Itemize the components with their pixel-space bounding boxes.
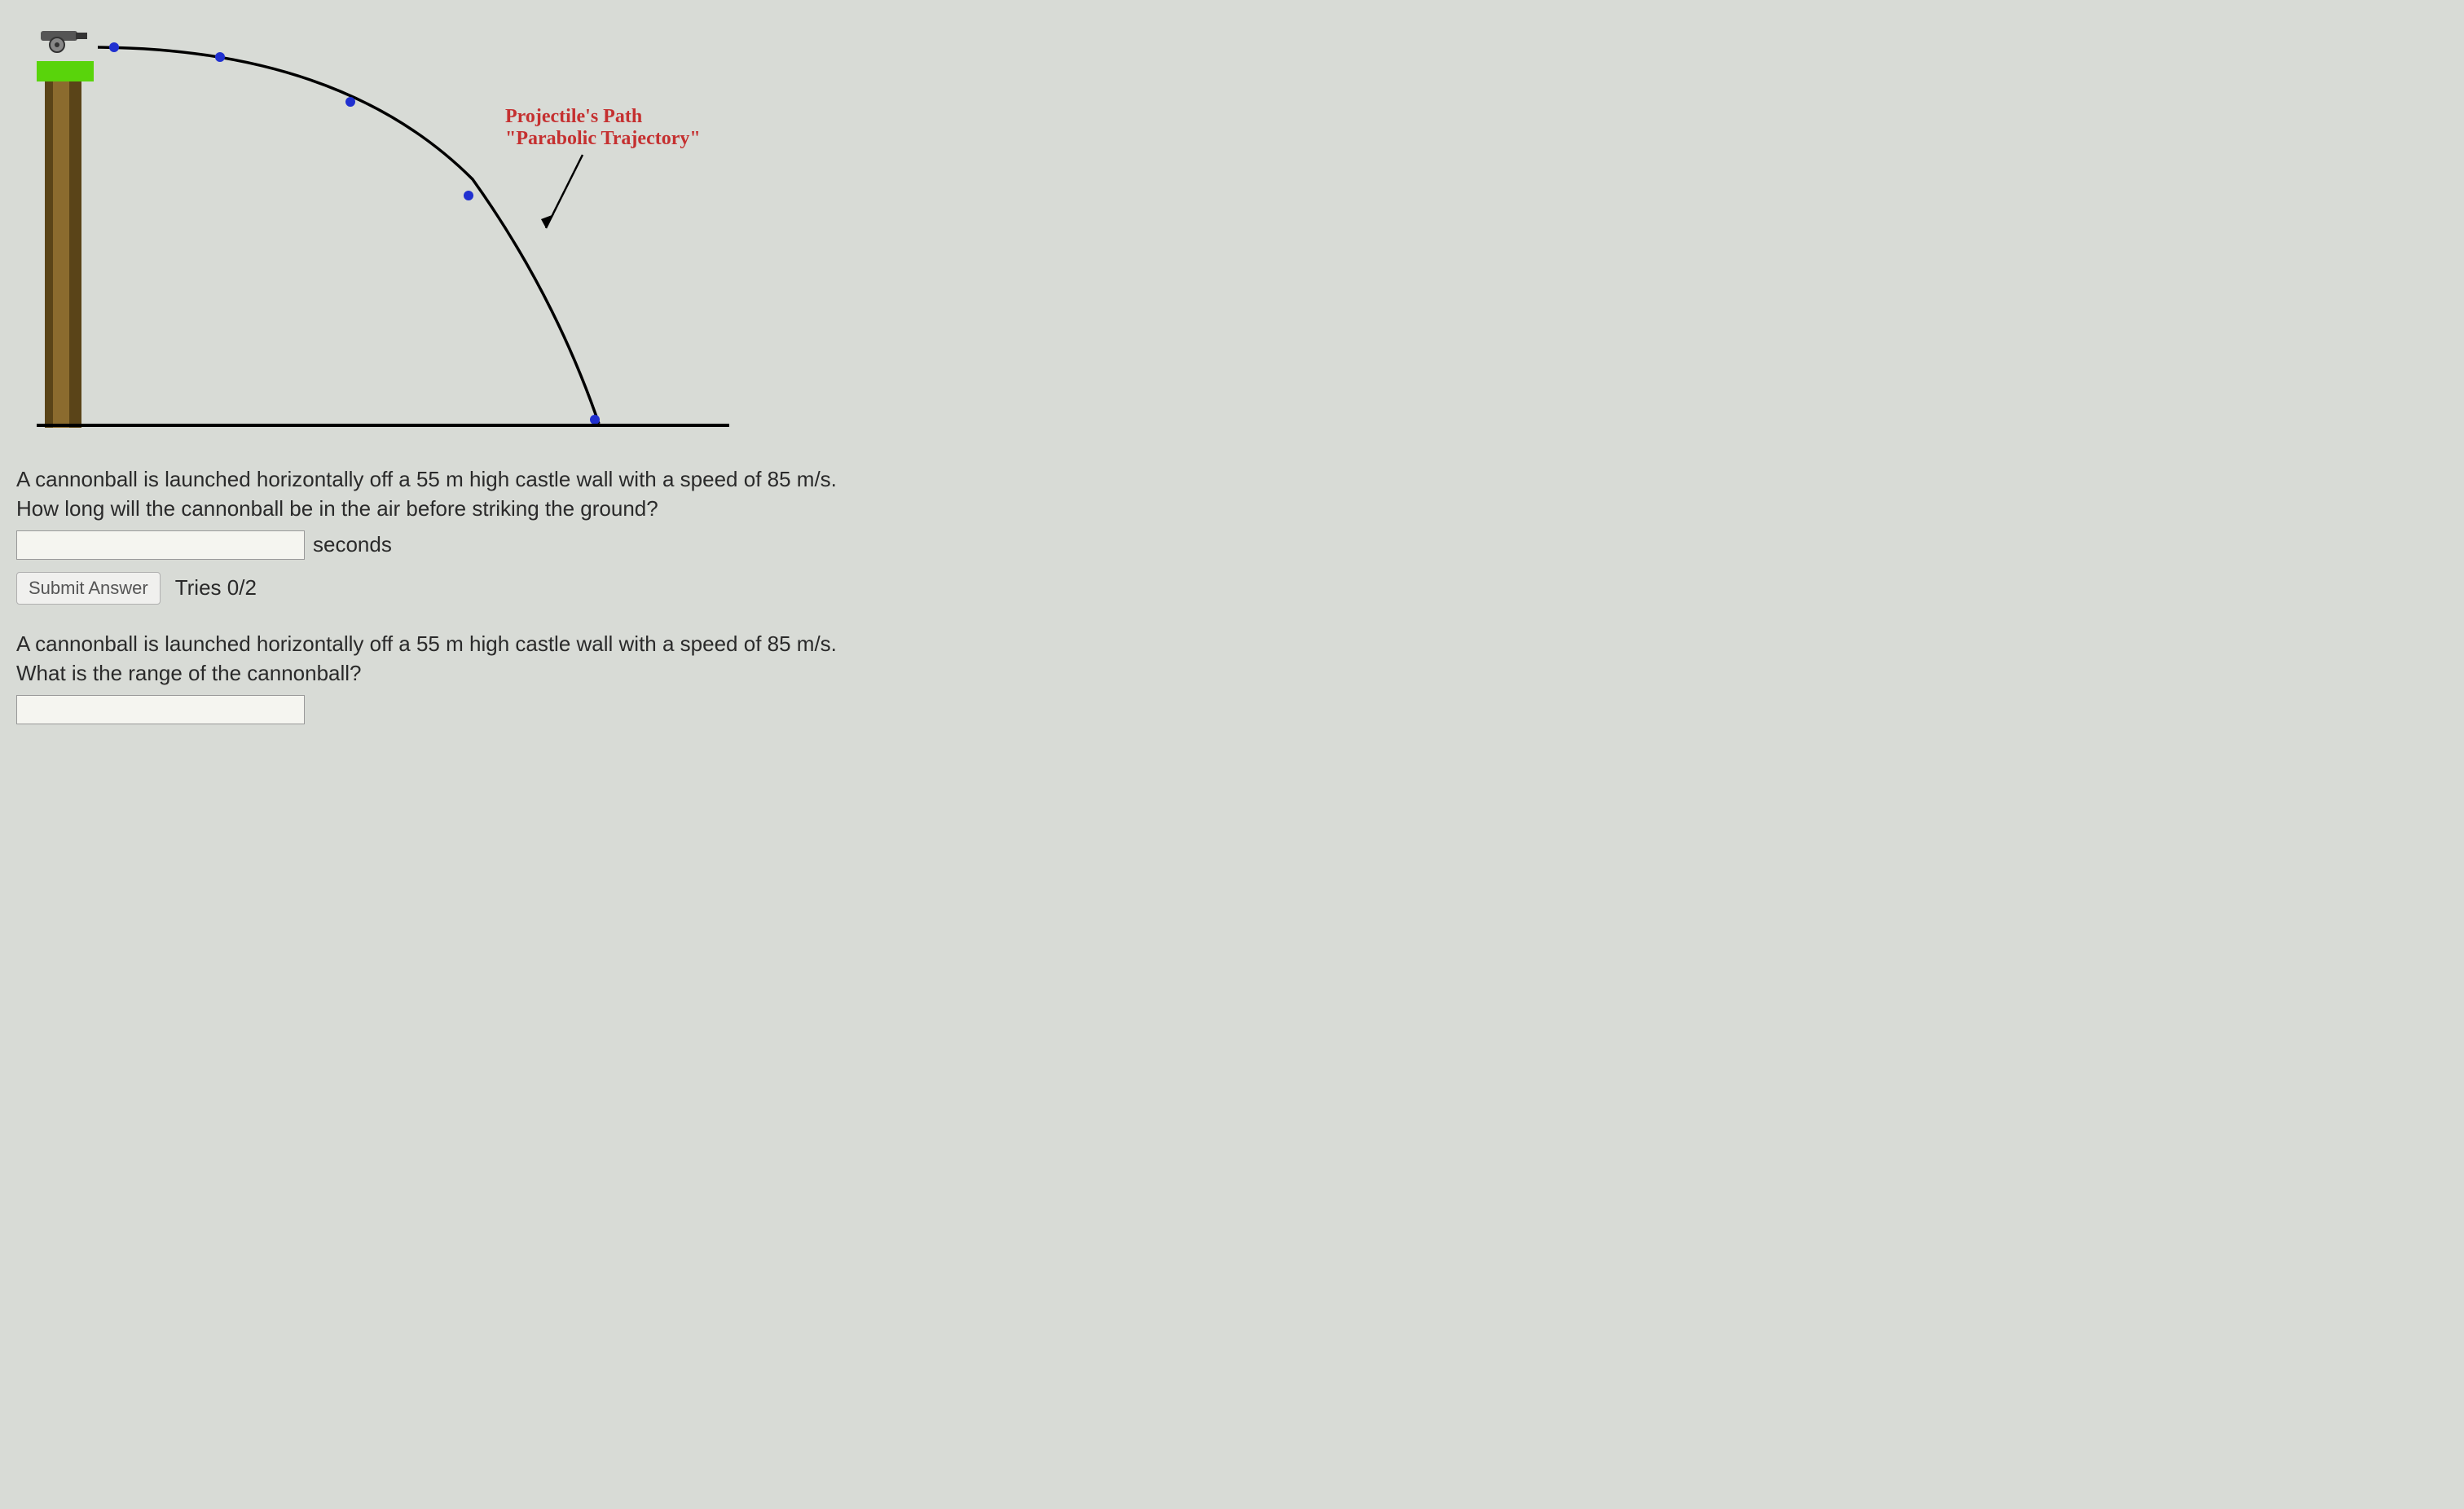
ground-line [37,424,729,427]
answer-row-1: seconds [16,530,2448,560]
range-input[interactable] [16,695,305,724]
q1-line1: A cannonball is launched horizontally of… [16,467,837,491]
projectile-diagram: Projectile's Path "Parabolic Trajectory" [16,16,799,448]
unit-seconds: seconds [313,532,392,557]
q2-line2: What is the range of the cannonball? [16,661,362,685]
question-1-text: A cannonball is launched horizontally of… [16,464,2448,524]
time-input[interactable] [16,530,305,560]
arrow-pointer-icon [538,151,603,249]
q2-line1: A cannonball is launched horizontally of… [16,631,837,656]
question-2-text: A cannonball is launched horizontally of… [16,629,2448,689]
label-line-2: "Parabolic Trajectory" [505,128,701,150]
q1-line2: How long will the cannonball be in the a… [16,496,658,521]
submit-row-1: Submit Answer Tries 0/2 [16,572,2448,605]
submit-answer-button[interactable]: Submit Answer [16,572,161,605]
trajectory-path [16,16,799,448]
trajectory-label: Projectile's Path "Parabolic Trajectory" [505,106,701,150]
label-line-1: Projectile's Path [505,106,701,128]
tries-counter: Tries 0/2 [175,575,257,601]
answer-row-2 [16,695,2448,724]
